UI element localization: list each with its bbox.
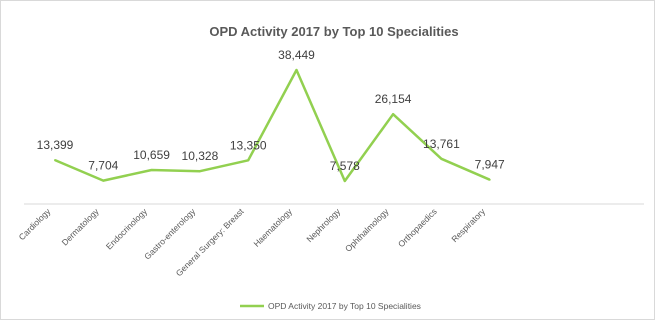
x-tick-label: Dermatology (60, 206, 102, 248)
data-point (440, 157, 443, 160)
series-line (54, 68, 491, 183)
x-tick-label: Endocrinology (104, 206, 150, 252)
data-label: 7,578 (330, 159, 360, 173)
x-tick-label: Haematology (251, 206, 294, 249)
data-point (54, 159, 56, 162)
legend-label: OPD Activity 2017 by Top 10 Specialities (268, 301, 421, 311)
data-label: 13,350 (230, 138, 267, 152)
data-point (488, 178, 491, 181)
plot-area: 13,399 7,704 10,659 10,328 13,350 38,449 7,578… (37, 48, 505, 183)
data-label: 7,947 (475, 158, 505, 172)
data-label: 26,154 (375, 92, 412, 106)
data-label: 13,761 (423, 137, 460, 151)
chart-title: OPD Activity 2017 by Top 10 Specialities (209, 24, 458, 39)
data-label: 38,449 (278, 48, 315, 62)
data-point (102, 179, 105, 182)
data-label: 7,704 (88, 159, 118, 173)
x-tick-label: Orthopaedics (396, 206, 439, 249)
data-point (198, 170, 201, 173)
data-label: 13,399 (37, 138, 74, 152)
x-tick-label: Cardiology (17, 206, 53, 242)
x-tick-label: Ophthalmology (343, 206, 391, 254)
data-point (343, 180, 346, 183)
x-tick-label: Nephrology (304, 206, 342, 244)
data-point (295, 68, 298, 71)
data-point (150, 168, 153, 171)
x-tick-label: Respiratory (449, 206, 487, 244)
data-label: 10,659 (133, 148, 170, 162)
legend: OPD Activity 2017 by Top 10 Specialities (240, 301, 421, 311)
data-label: 10,328 (182, 149, 219, 163)
data-point (247, 159, 250, 162)
data-point (392, 113, 395, 116)
x-tick-label: Gastro-enterology (142, 206, 198, 262)
x-axis-ticks: Cardiology Dermatology EndocrinologyGastro… (17, 206, 488, 278)
